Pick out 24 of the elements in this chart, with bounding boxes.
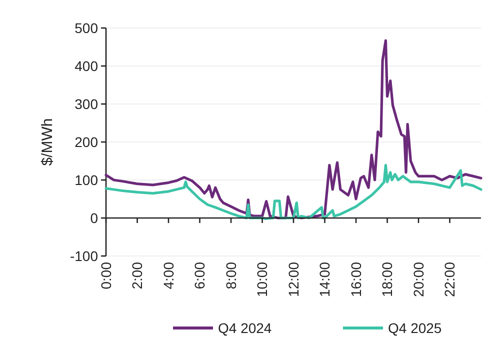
y-tick-label: 100 — [74, 172, 98, 188]
legend-label: Q4 2024 — [218, 320, 272, 336]
x-tick-label: 20:00 — [410, 262, 426, 298]
x-tick-label: 6:00 — [192, 262, 208, 290]
x-tick-label: 0:00 — [98, 262, 114, 290]
line-series — [104, 39, 482, 220]
x-tick-label: 18:00 — [379, 262, 396, 298]
x-tick-label: 22:00 — [442, 262, 458, 298]
y-tick-label: 400 — [74, 58, 98, 74]
y-axis-title: $/MWh — [39, 118, 56, 166]
line-series — [104, 164, 482, 220]
y-tick-label: 0 — [90, 210, 98, 226]
x-tick-label: 8:00 — [222, 262, 239, 290]
y-tick-label: 500 — [74, 20, 98, 36]
x-tick-label: 14:00 — [316, 262, 333, 298]
y-tick-label: 300 — [74, 96, 98, 112]
x-tick-label: 10:00 — [254, 262, 270, 298]
x-tick-label: 12:00 — [285, 262, 302, 298]
y-tick-label: 200 — [74, 134, 98, 150]
x-tick-label: 2:00 — [129, 262, 146, 290]
x-tick-label: 4:00 — [160, 262, 176, 290]
x-tick-label: 16:00 — [348, 262, 364, 298]
y-tick-label: -100 — [70, 248, 98, 264]
legend-label: Q4 2025 — [388, 320, 442, 336]
